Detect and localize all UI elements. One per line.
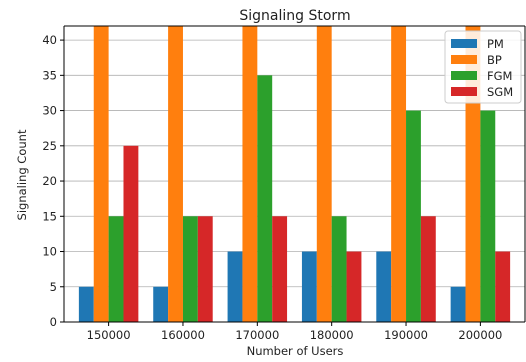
y-tick-label: 20 <box>42 174 57 188</box>
y-tick-label: 15 <box>42 209 57 223</box>
bar-sgm-180000 <box>346 251 362 322</box>
legend-swatch-pm <box>451 39 477 48</box>
bars <box>78 26 511 322</box>
legend-label-sgm: SGM <box>487 85 513 99</box>
bar-pm-150000 <box>78 286 94 322</box>
x-tick-label: 190000 <box>384 328 428 342</box>
legend-swatch-sgm <box>451 87 477 96</box>
bar-pm-190000 <box>376 251 392 322</box>
bar-fgm-160000 <box>182 216 198 322</box>
bar-fgm-180000 <box>331 216 347 322</box>
bar-sgm-160000 <box>197 216 213 322</box>
legend-box <box>444 30 522 104</box>
gridlines <box>64 39 525 323</box>
bar-pm-160000 <box>153 286 169 322</box>
legend: PM BP FGM SGM <box>444 30 522 104</box>
bar-sgm-200000 <box>495 251 511 322</box>
bar-fgm-170000 <box>257 75 273 322</box>
x-axis-label: Number of Users <box>247 344 344 358</box>
bar-bp-180000 <box>316 26 332 322</box>
bar-pm-180000 <box>301 251 317 322</box>
x-tick-label: 170000 <box>235 328 279 342</box>
x-tick-label: 200000 <box>458 328 502 342</box>
x-tick-label: 180000 <box>310 328 354 342</box>
bar-sgm-190000 <box>420 216 436 322</box>
x-tick-label: 160000 <box>161 328 205 342</box>
bar-bp-160000 <box>168 26 183 322</box>
legend-label-bp: BP <box>487 53 502 67</box>
chart-title: Signaling Storm <box>239 8 350 24</box>
y-tick-label: 10 <box>42 245 57 259</box>
legend-label-pm: PM <box>487 37 504 51</box>
x-tick-label: 150000 <box>87 328 131 342</box>
y-tick-label: 5 <box>50 280 57 294</box>
y-tick-label: 25 <box>42 139 57 153</box>
y-tick-label: 0 <box>50 315 57 329</box>
y-axis-label: Signaling Count <box>15 129 29 220</box>
bar-pm-170000 <box>227 251 243 322</box>
legend-swatch-fgm <box>451 71 477 80</box>
bar-bp-190000 <box>391 26 407 322</box>
bar-fgm-190000 <box>406 110 421 322</box>
bar-bp-170000 <box>242 26 258 322</box>
bar-bp-150000 <box>93 26 109 322</box>
bar-sgm-170000 <box>272 216 288 322</box>
y-tick-label: 40 <box>42 33 57 47</box>
legend-swatch-bp <box>451 55 477 64</box>
axes: 0 5 10 15 20 25 30 35 40 150000 160000 170000 180000… <box>42 25 526 342</box>
y-tick-label: 35 <box>42 68 57 82</box>
bar-sgm-150000 <box>123 145 139 322</box>
bar-fgm-200000 <box>480 110 496 322</box>
bar-pm-200000 <box>450 286 466 322</box>
bar-fgm-150000 <box>108 216 124 322</box>
y-tick-label: 30 <box>42 104 57 118</box>
legend-label-fgm: FGM <box>487 69 512 83</box>
